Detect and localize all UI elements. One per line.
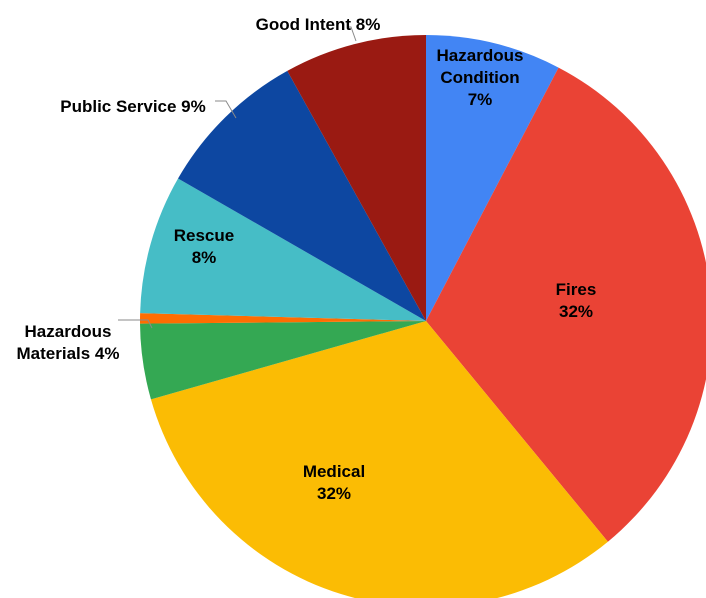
pie-slice-good-intent: [287, 35, 426, 321]
slice-label-public-service: Public Service 9%: [60, 97, 206, 116]
pie-slice-medical: [150, 321, 608, 598]
leader-line-good-intent: [349, 26, 357, 42]
slice-label-rescue: Rescue 8%: [174, 226, 234, 267]
leader-lines: [118, 26, 357, 329]
pie-slice-public-service: [178, 70, 426, 321]
pie-slice-hazardous-materials: [140, 321, 426, 400]
pie-slice-hazardous-condition: [426, 35, 559, 321]
pie-slice-fires: [426, 67, 706, 542]
slice-label-fires: Fires 32%: [556, 280, 597, 321]
leader-line-hazardous-materials: [118, 319, 153, 329]
pie-slice-other: [139, 313, 427, 324]
slice-label-hazardous-condition: Hazardous Condition 7%: [437, 46, 524, 109]
slice-labels: Hazardous Condition 7% Fires 32% Medical 32% Ha…: [17, 15, 597, 503]
slice-label-good-intent: Good Intent 8%: [256, 15, 381, 34]
leader-line-public-service: [215, 100, 237, 119]
pie-slice-rescue: [140, 178, 427, 321]
pie-slices: [139, 35, 706, 598]
slice-label-medical: Medical 32%: [303, 462, 365, 503]
slice-label-hazardous-materials: Hazardous Materials 4%: [17, 322, 120, 363]
